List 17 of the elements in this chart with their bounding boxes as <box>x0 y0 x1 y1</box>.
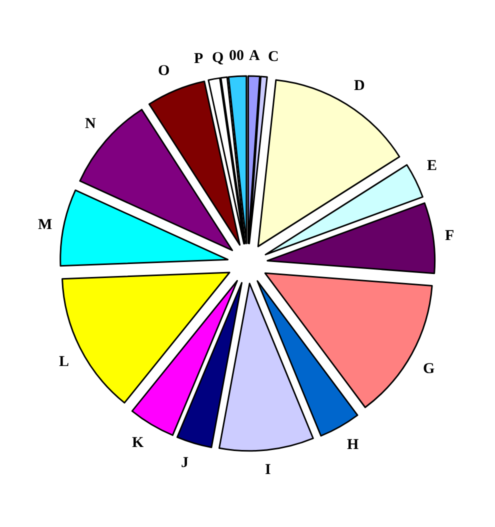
slice-label: D <box>354 78 365 94</box>
slice-label: L <box>59 354 70 370</box>
slice-label: A <box>249 48 260 64</box>
slice-label: O <box>158 63 170 79</box>
slice-label: H <box>347 437 359 453</box>
slice-label: 00 <box>229 48 244 64</box>
slice-label: G <box>423 361 435 377</box>
slice-label: P <box>194 51 204 67</box>
slice-label: K <box>132 435 144 451</box>
slice-label: Q <box>212 50 224 66</box>
slice-label: M <box>38 217 52 233</box>
slice-label: J <box>181 455 189 471</box>
slice-label: I <box>265 462 271 478</box>
slice-label: F <box>445 228 454 244</box>
slice-label: E <box>427 158 438 174</box>
slice-label: N <box>85 116 96 132</box>
slice-label: C <box>268 49 279 65</box>
